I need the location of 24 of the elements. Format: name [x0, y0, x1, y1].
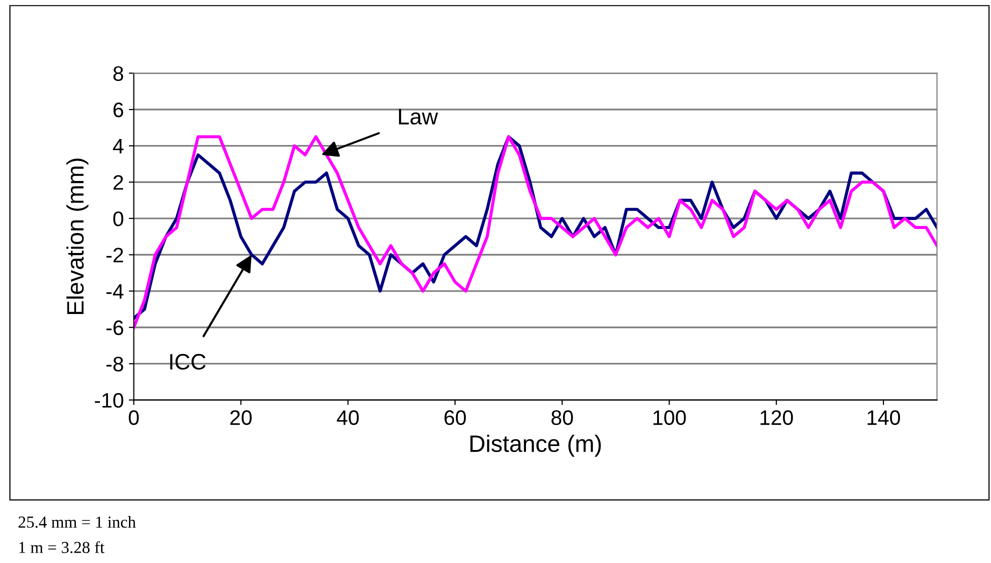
y-tick-label: 8	[113, 66, 124, 81]
y-tick-label: -10	[94, 393, 124, 408]
y-tick-label: 6	[114, 102, 124, 118]
text: 25.4 mm = 1 inch	[18, 516, 136, 528]
y-tick-label: -4	[106, 284, 124, 299]
y-tick-label: -6	[106, 320, 124, 336]
y-tick-label: 0	[113, 211, 124, 226]
x-tick-label: 40	[336, 410, 359, 426]
y-axis-title: Elevation (mm)	[66, 158, 88, 314]
x-tick-label: 80	[551, 410, 573, 426]
x-axis-title: Distance (m)	[470, 434, 601, 457]
y-tick-label: -2	[106, 248, 124, 262]
x-tick-label: 20	[230, 410, 252, 426]
x-tick-label: 120	[760, 410, 793, 426]
annotation: Law	[399, 109, 438, 125]
y-tick-label: 2	[114, 175, 124, 190]
y-tick-label: -8	[106, 356, 124, 372]
annotation: ICC	[170, 354, 206, 370]
text: 1 m = 3.28 ft	[19, 541, 104, 554]
x-tick-label: 100	[653, 410, 686, 426]
x-tick-label: 140	[868, 410, 900, 426]
y-tick-label: 4	[112, 139, 124, 154]
x-tick-label: 0	[128, 410, 139, 426]
x-tick-label: 60	[444, 410, 466, 426]
